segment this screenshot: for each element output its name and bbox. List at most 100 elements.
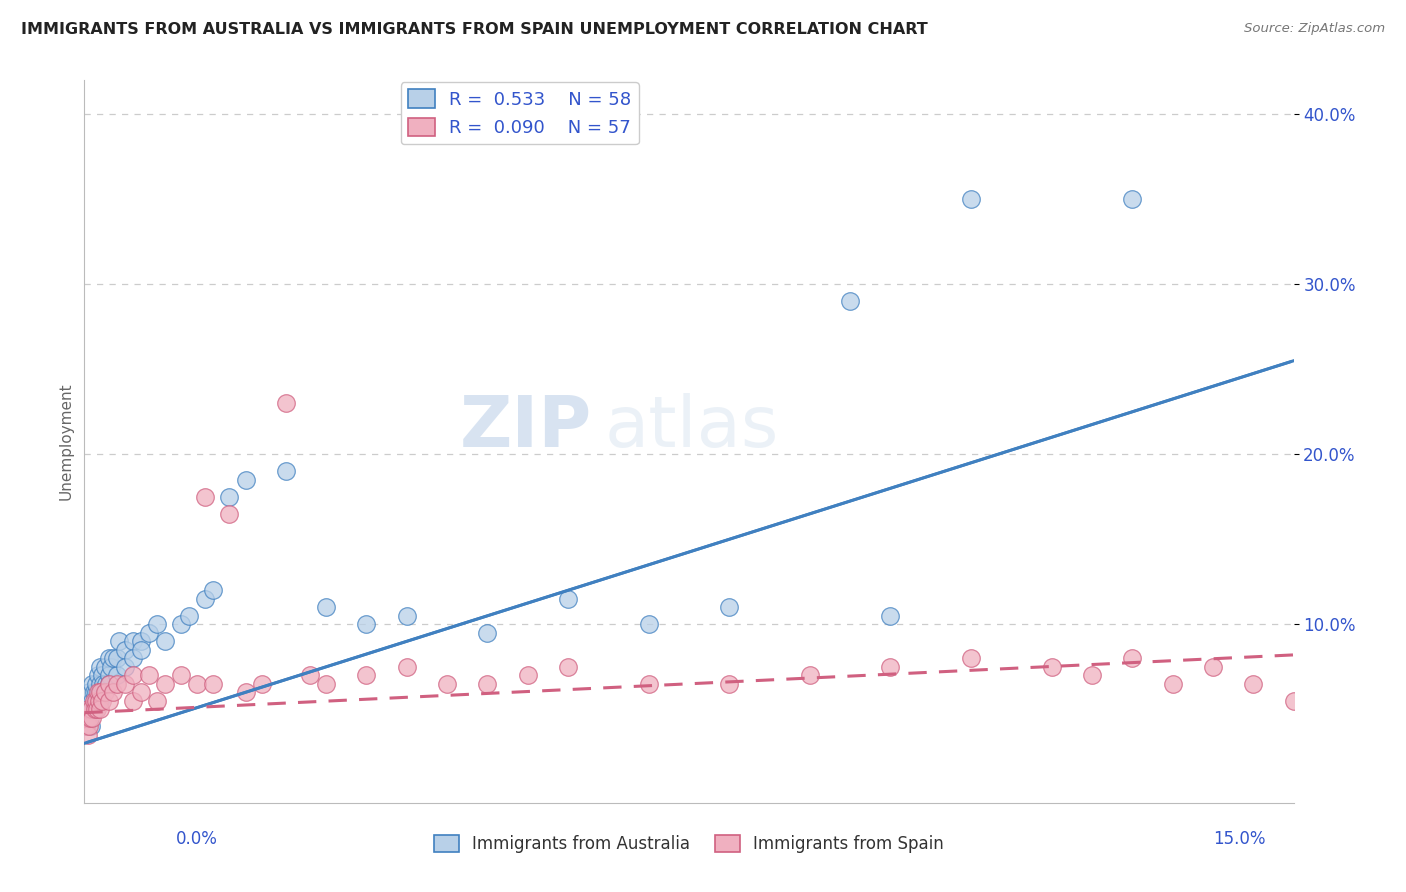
Point — [86, 702, 108, 716]
Text: IMMIGRANTS FROM AUSTRALIA VS IMMIGRANTS FROM SPAIN UNEMPLOYMENT CORRELATION CHAR: IMMIGRANTS FROM AUSTRALIA VS IMMIGRANTS … — [21, 22, 928, 37]
Point — [97, 668, 120, 682]
Point — [77, 702, 100, 716]
Point — [250, 677, 273, 691]
Point — [557, 591, 579, 606]
Point — [356, 668, 378, 682]
Point — [1121, 651, 1143, 665]
Point — [77, 685, 100, 699]
Point — [129, 685, 152, 699]
Point — [235, 473, 257, 487]
Point — [129, 642, 152, 657]
Point — [1161, 677, 1184, 691]
Point — [91, 694, 114, 708]
Point — [960, 192, 983, 206]
Point — [76, 702, 98, 716]
Point — [89, 694, 111, 708]
Point — [76, 719, 98, 733]
Point — [170, 617, 193, 632]
Point — [114, 660, 136, 674]
Point — [218, 490, 240, 504]
Text: ZIP: ZIP — [460, 392, 592, 461]
Point — [299, 668, 322, 682]
Point — [356, 617, 378, 632]
Point — [637, 617, 659, 632]
Point — [76, 728, 98, 742]
Point — [105, 668, 128, 682]
Text: atlas: atlas — [605, 392, 779, 461]
Point — [93, 660, 115, 674]
Point — [89, 685, 111, 699]
Y-axis label: Unemployment: Unemployment — [58, 383, 73, 500]
Text: Source: ZipAtlas.com: Source: ZipAtlas.com — [1244, 22, 1385, 36]
Point — [477, 677, 499, 691]
Point — [101, 685, 124, 699]
Point — [80, 702, 103, 716]
Text: 15.0%: 15.0% — [1213, 830, 1265, 847]
Point — [516, 668, 538, 682]
Point — [83, 702, 105, 716]
Point — [274, 396, 297, 410]
Point — [97, 677, 120, 691]
Point — [100, 660, 122, 674]
Point — [75, 719, 97, 733]
Point — [186, 677, 208, 691]
Point — [79, 702, 101, 716]
Point — [395, 608, 418, 623]
Point — [153, 634, 176, 648]
Point — [97, 677, 120, 691]
Point — [87, 694, 110, 708]
Point — [84, 685, 107, 699]
Point — [194, 591, 217, 606]
Point — [718, 600, 741, 615]
Point — [82, 677, 104, 691]
Point — [718, 677, 741, 691]
Point — [1121, 192, 1143, 206]
Point — [799, 668, 821, 682]
Point — [129, 634, 152, 648]
Point — [315, 677, 337, 691]
Point — [1040, 660, 1063, 674]
Point — [89, 660, 111, 674]
Point — [202, 677, 225, 691]
Point — [218, 507, 240, 521]
Point — [202, 583, 225, 598]
Point — [138, 625, 160, 640]
Point — [179, 608, 201, 623]
Point — [76, 711, 98, 725]
Point — [395, 660, 418, 674]
Legend: Immigrants from Australia, Immigrants from Spain: Immigrants from Australia, Immigrants fr… — [427, 828, 950, 860]
Point — [82, 711, 104, 725]
Point — [105, 677, 128, 691]
Point — [83, 694, 105, 708]
Point — [879, 660, 901, 674]
Point — [108, 634, 131, 648]
Point — [97, 651, 120, 665]
Point — [87, 685, 110, 699]
Point — [89, 677, 111, 691]
Point — [91, 677, 114, 691]
Point — [477, 625, 499, 640]
Point — [1081, 668, 1104, 682]
Point — [121, 694, 143, 708]
Point — [87, 668, 110, 682]
Point — [86, 677, 108, 691]
Point — [138, 668, 160, 682]
Point — [1241, 677, 1264, 691]
Point — [91, 668, 114, 682]
Point — [83, 685, 105, 699]
Point — [637, 677, 659, 691]
Point — [1282, 694, 1305, 708]
Point — [114, 642, 136, 657]
Point — [97, 694, 120, 708]
Point — [83, 702, 105, 716]
Point — [93, 685, 115, 699]
Point — [315, 600, 337, 615]
Point — [89, 702, 111, 716]
Point — [121, 668, 143, 682]
Point — [86, 694, 108, 708]
Point — [105, 651, 128, 665]
Point — [146, 617, 169, 632]
Point — [114, 677, 136, 691]
Point — [121, 634, 143, 648]
Point — [86, 694, 108, 708]
